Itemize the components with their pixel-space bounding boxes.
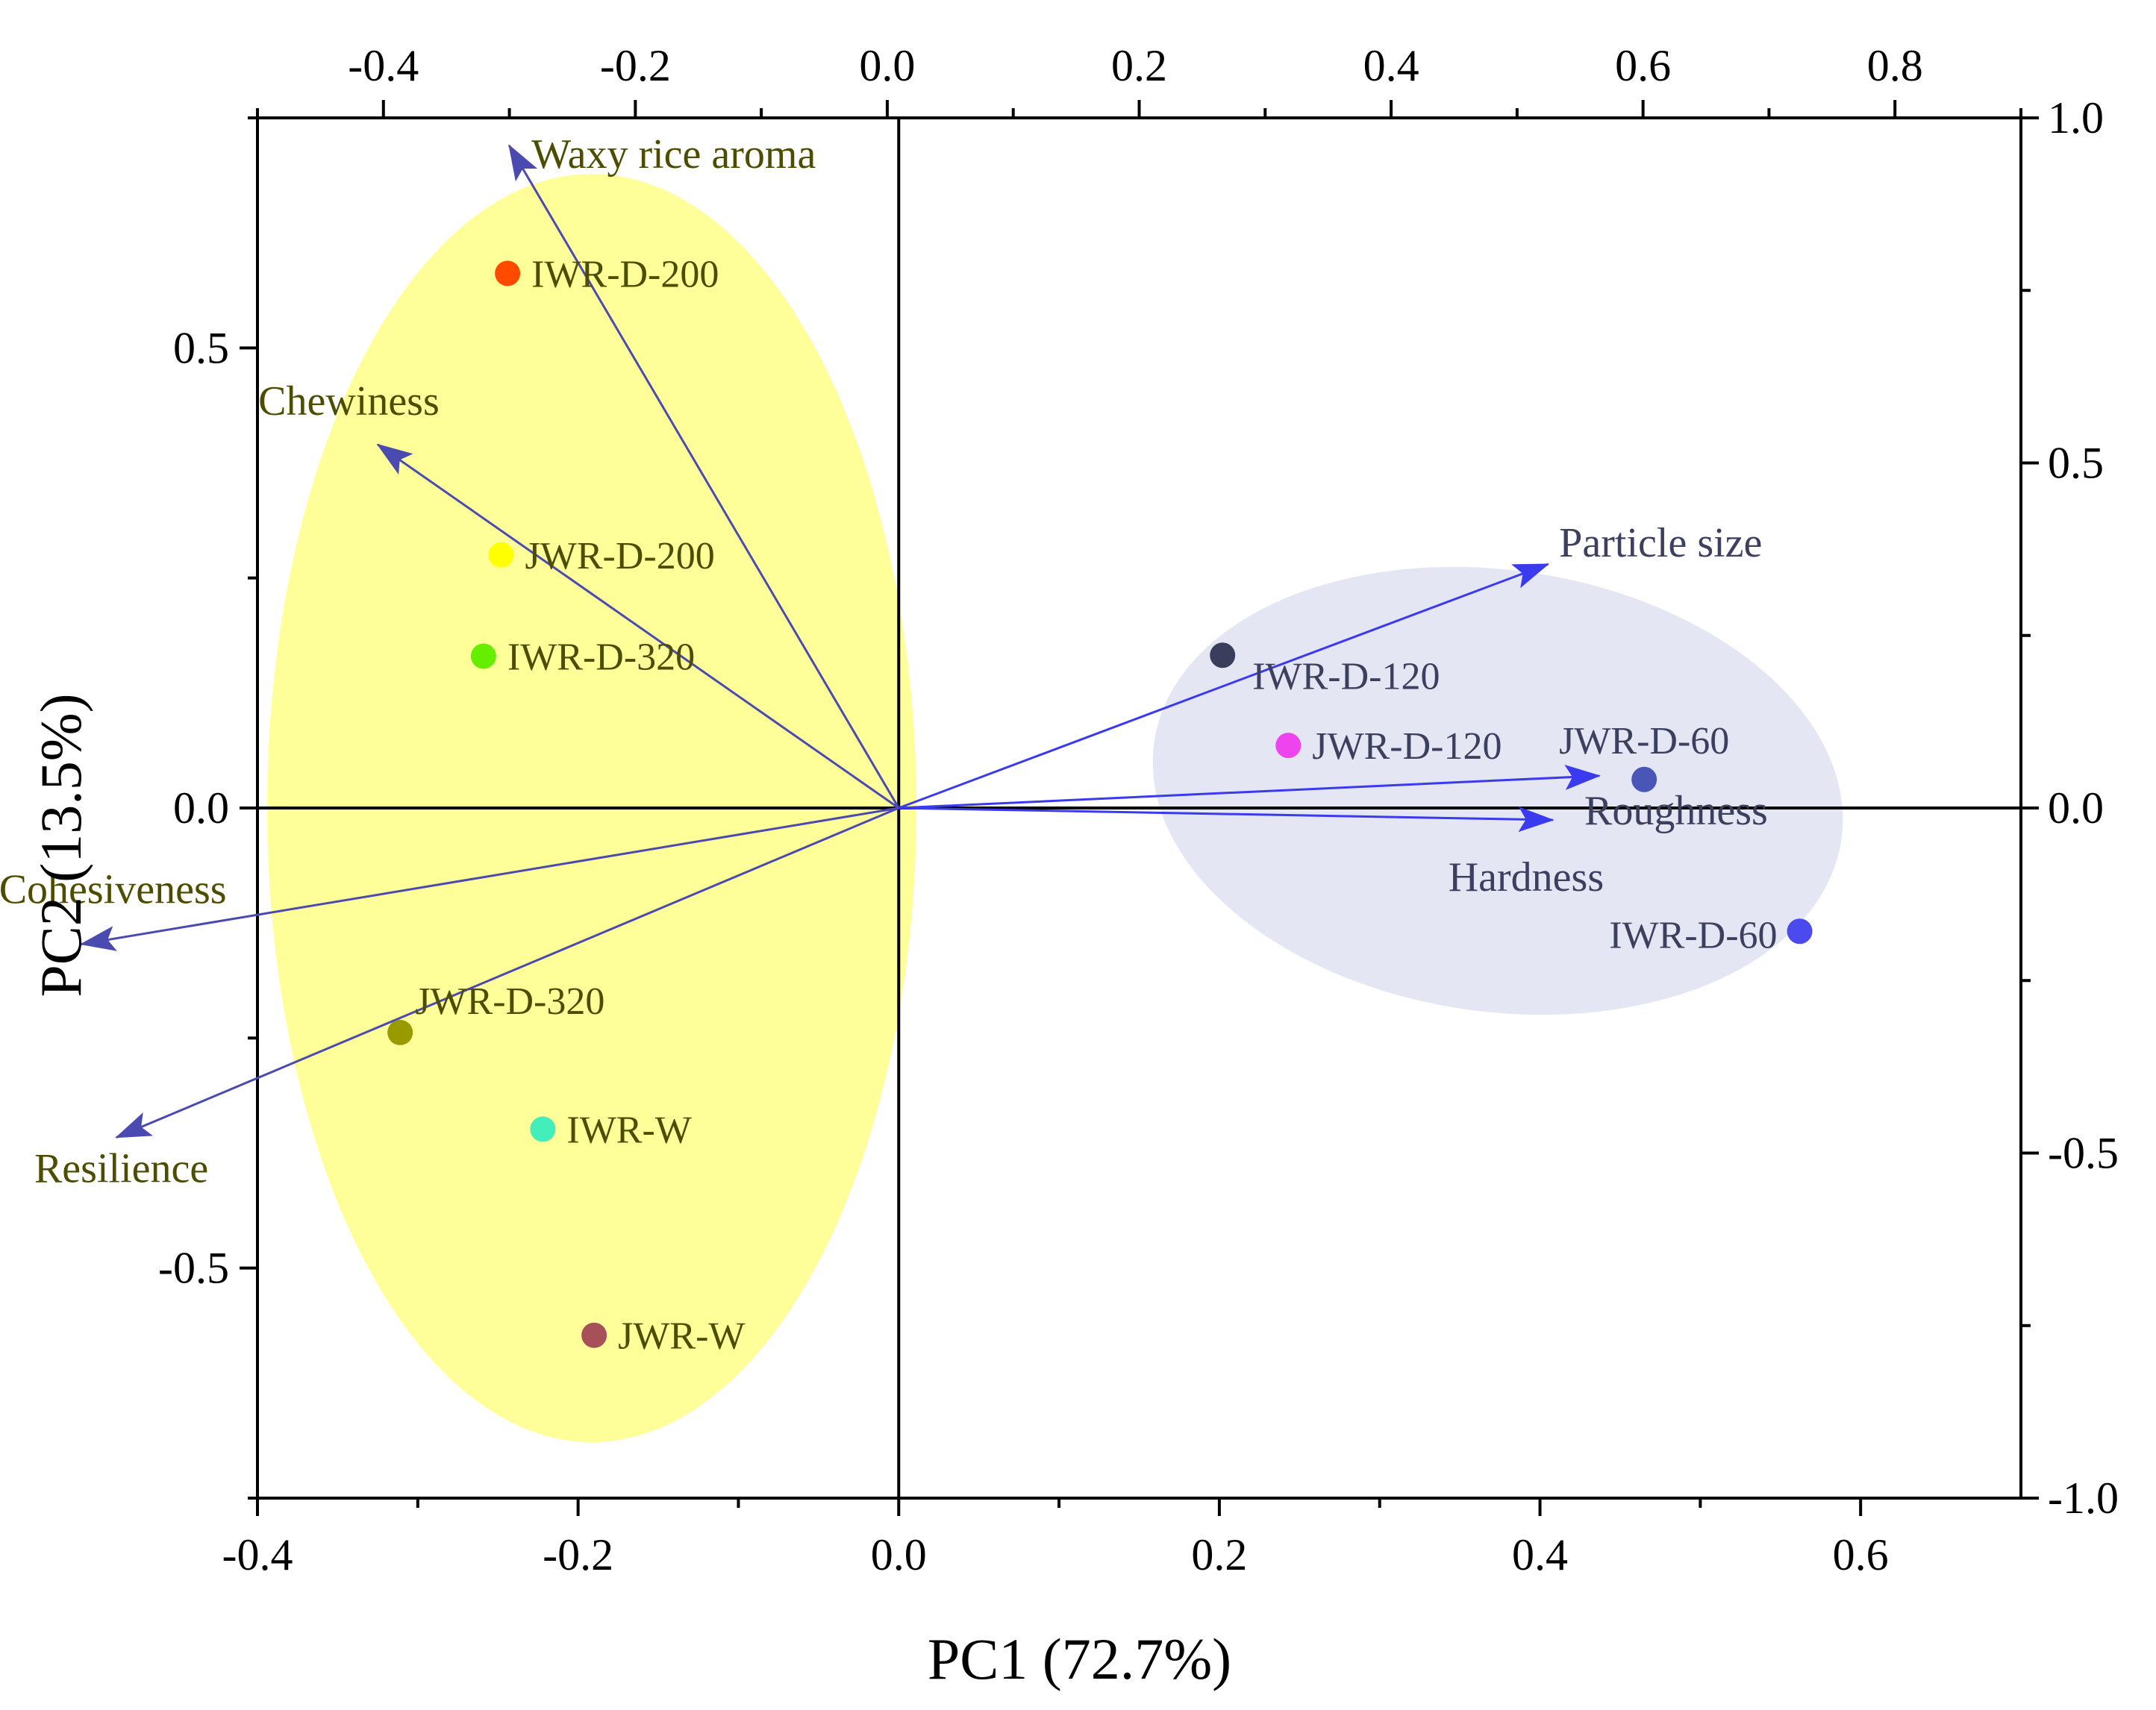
loading-label-chewiness: Chewiness [258,378,440,425]
loading-arrow-chewiness [376,443,900,809]
point-jwr-d-200 [488,542,514,568]
top-tick-label: 0.0 [859,41,915,90]
point-iwr-d-120 [1210,642,1236,668]
loading-label-hardness: Hardness [1449,854,1604,901]
top-tick-label: 0.6 [1615,41,1671,90]
axes: -0.4 -0.2 0.0 0.2 0.4 0.6 -0.5 0.0 0.5 -0.4 -0.2 0.… [158,41,2119,1579]
point-iwr-d-320 [470,643,496,669]
right-tick-label: 0.5 [2048,439,2104,488]
loading-arrow-cohesiveness [79,807,899,951]
top-tick-label: 0.2 [1111,41,1167,90]
loading-arrow-particle-size [898,563,1550,809]
point-jwr-d-320 [387,1019,413,1045]
loading-vectors: Waxy rice aroma Chewiness Cohesiveness Resi… [0,131,1768,1192]
point-label-iwr-d-60: IWR-D-60 [1609,914,1777,956]
top-tick-label: -0.2 [600,41,671,90]
y-tick-label: 0.5 [173,323,229,372]
right-tick-label: -0.5 [2048,1129,2119,1178]
x-axis-title: PC1 (72.7%) [928,1626,1231,1691]
loading-arrow-roughness [899,764,1602,809]
point-iwr-d-60 [1787,918,1813,945]
right-tick-label: -1.0 [2048,1473,2119,1523]
point-label-jwr-w: JWR-W [618,1315,745,1358]
point-label-iwr-d-200: IWR-D-200 [531,253,719,295]
x-tick-label: 0.0 [871,1530,927,1579]
point-iwr-d-200 [495,260,521,286]
x-tick-label: -0.4 [222,1530,293,1579]
loading-label-particle-size: Particle size [1559,520,1762,566]
point-label-jwr-d-120: JWR-D-120 [1312,725,1502,768]
top-tick-label: 0.8 [1867,41,1923,90]
loading-arrow-hardness [899,807,1554,833]
y-axis-title: PC2 (13.5%) [28,693,93,997]
top-tick-label: 0.4 [1363,41,1419,90]
right-tick-label: 1.0 [2048,93,2104,142]
loading-arrow-waxy-rice-aroma [507,144,900,809]
point-label-iwr-w: IWR-W [566,1109,691,1151]
y-tick-label: 0.0 [173,783,229,833]
top-tick-label: -0.4 [348,41,419,90]
loading-label-cohesiveness: Cohesiveness [0,867,227,913]
sample-points: IWR-D-200 JWR-D-200 IWR-D-320 JWR-D-320 IWR-… [387,253,1813,1358]
loading-label-roughness: Roughness [1584,788,1768,834]
point-label-jwr-d-200: JWR-D-200 [525,535,715,577]
x-tick-label: 0.4 [1512,1530,1568,1579]
x-tick-label: 0.2 [1191,1530,1247,1579]
point-jwr-w [581,1322,607,1348]
point-jwr-d-60 [1631,766,1657,792]
cluster-ellipse [1152,566,1843,1015]
point-label-iwr-d-320: IWR-D-320 [507,636,695,679]
loading-label-waxy-rice-aroma: Waxy rice aroma [531,131,816,178]
point-jwr-d-120 [1275,733,1302,759]
loading-arrow-resilience [115,807,899,1139]
right-tick-label: 0.0 [2048,783,2104,833]
x-tick-label: 0.6 [1833,1530,1889,1579]
point-label-iwr-d-120: IWR-D-120 [1252,655,1440,698]
point-label-jwr-d-320: JWR-D-320 [415,980,604,1023]
y-tick-label: -0.5 [158,1244,229,1293]
loading-label-resilience: Resilience [34,1146,208,1192]
point-iwr-w [530,1116,556,1142]
x-tick-label: -0.2 [543,1530,613,1579]
point-label-jwr-d-60: JWR-D-60 [1559,720,1729,762]
